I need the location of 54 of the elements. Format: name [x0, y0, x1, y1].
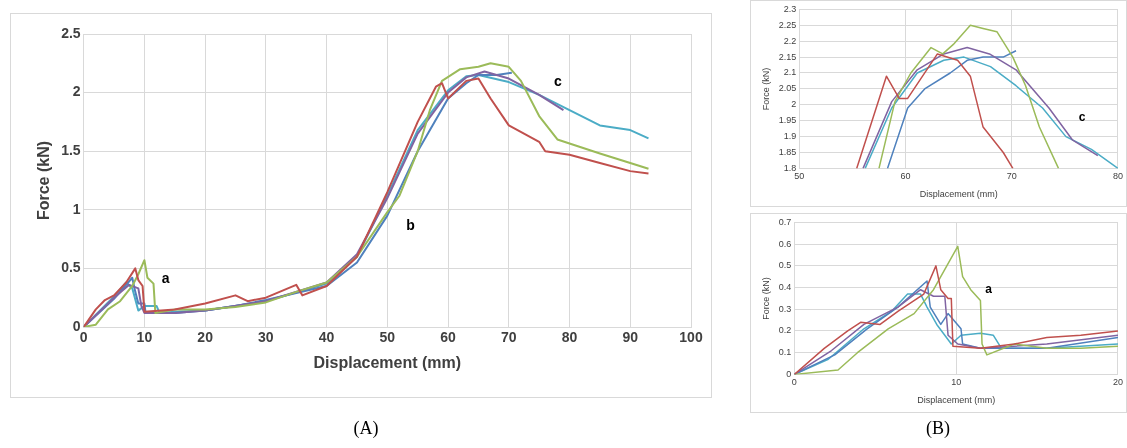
y-tick-label: 0.3 [778, 303, 792, 314]
x-tick-label: 70 [1006, 171, 1017, 182]
text: (B) [926, 418, 950, 439]
x-axis-title: Displacement (mm) [917, 395, 996, 406]
x-tick-label: 10 [951, 377, 962, 388]
y-tick-label: 0.5 [778, 260, 792, 271]
x-tick-label: 20 [1112, 377, 1123, 388]
y-tick-label: 0 [786, 368, 792, 379]
x-tick-label: 30 [258, 329, 274, 346]
y-tick-label: 1.95 [778, 115, 797, 126]
y-tick-label: 0.6 [778, 238, 792, 249]
x-tick-label: 80 [561, 329, 578, 346]
x-tick-label: 40 [318, 329, 335, 346]
y-tick-label: 0.7 [778, 216, 792, 227]
y-axis-title: Force (kN) [760, 67, 771, 111]
y-tick-label: 0.4 [778, 282, 792, 293]
x-tick-label: 50 [379, 329, 396, 346]
annotation: b [406, 217, 415, 234]
y-tick-label: 0.2 [778, 325, 792, 336]
y-tick-label: 2.05 [778, 83, 797, 94]
y-tick-label: 0.5 [61, 259, 81, 276]
y-tick-label: 1 [72, 200, 81, 217]
y-tick-label: 2.25 [778, 19, 797, 30]
y-tick-label: 1.85 [778, 146, 797, 157]
y-axis-title: Force (kN) [760, 277, 771, 320]
y-tick-label: 2 [791, 99, 797, 110]
y-tick-label: 1.9 [783, 131, 797, 142]
y-tick-label: 2.15 [778, 51, 797, 62]
y-tick-label: 2.5 [61, 24, 81, 41]
y-tick-label: 0.1 [778, 347, 792, 358]
x-tick-label: 60 [900, 171, 911, 182]
x-tick-label: 50 [794, 171, 805, 182]
annotation: c [1078, 109, 1086, 124]
y-tick-label: 0 [72, 317, 81, 334]
y-tick-label: 1.5 [61, 142, 81, 159]
y-tick-label: 2.2 [783, 35, 797, 46]
x-tick-label: 80 [1112, 171, 1123, 182]
y-tick-label: 1.8 [783, 162, 797, 173]
annotation: a [985, 282, 993, 297]
x-tick-label: 20 [197, 329, 214, 346]
y-tick-label: 2.1 [783, 67, 797, 78]
y-axis-title: Force (kN) [35, 140, 53, 221]
x-axis-title: Displacement (mm) [313, 353, 462, 371]
x-tick-label: 60 [440, 329, 457, 346]
annotation: a [161, 269, 170, 286]
x-axis-title: Displacement (mm) [919, 189, 998, 200]
x-tick-label: 100 [679, 329, 703, 346]
y-tick-label: 2 [72, 83, 81, 100]
text: (A) [353, 418, 379, 439]
x-tick-label: 70 [501, 329, 517, 346]
y-tick-label: 2.3 [783, 3, 797, 14]
x-tick-label: 10 [136, 329, 153, 346]
annotation: c [554, 72, 563, 89]
x-tick-label: 90 [622, 329, 639, 346]
